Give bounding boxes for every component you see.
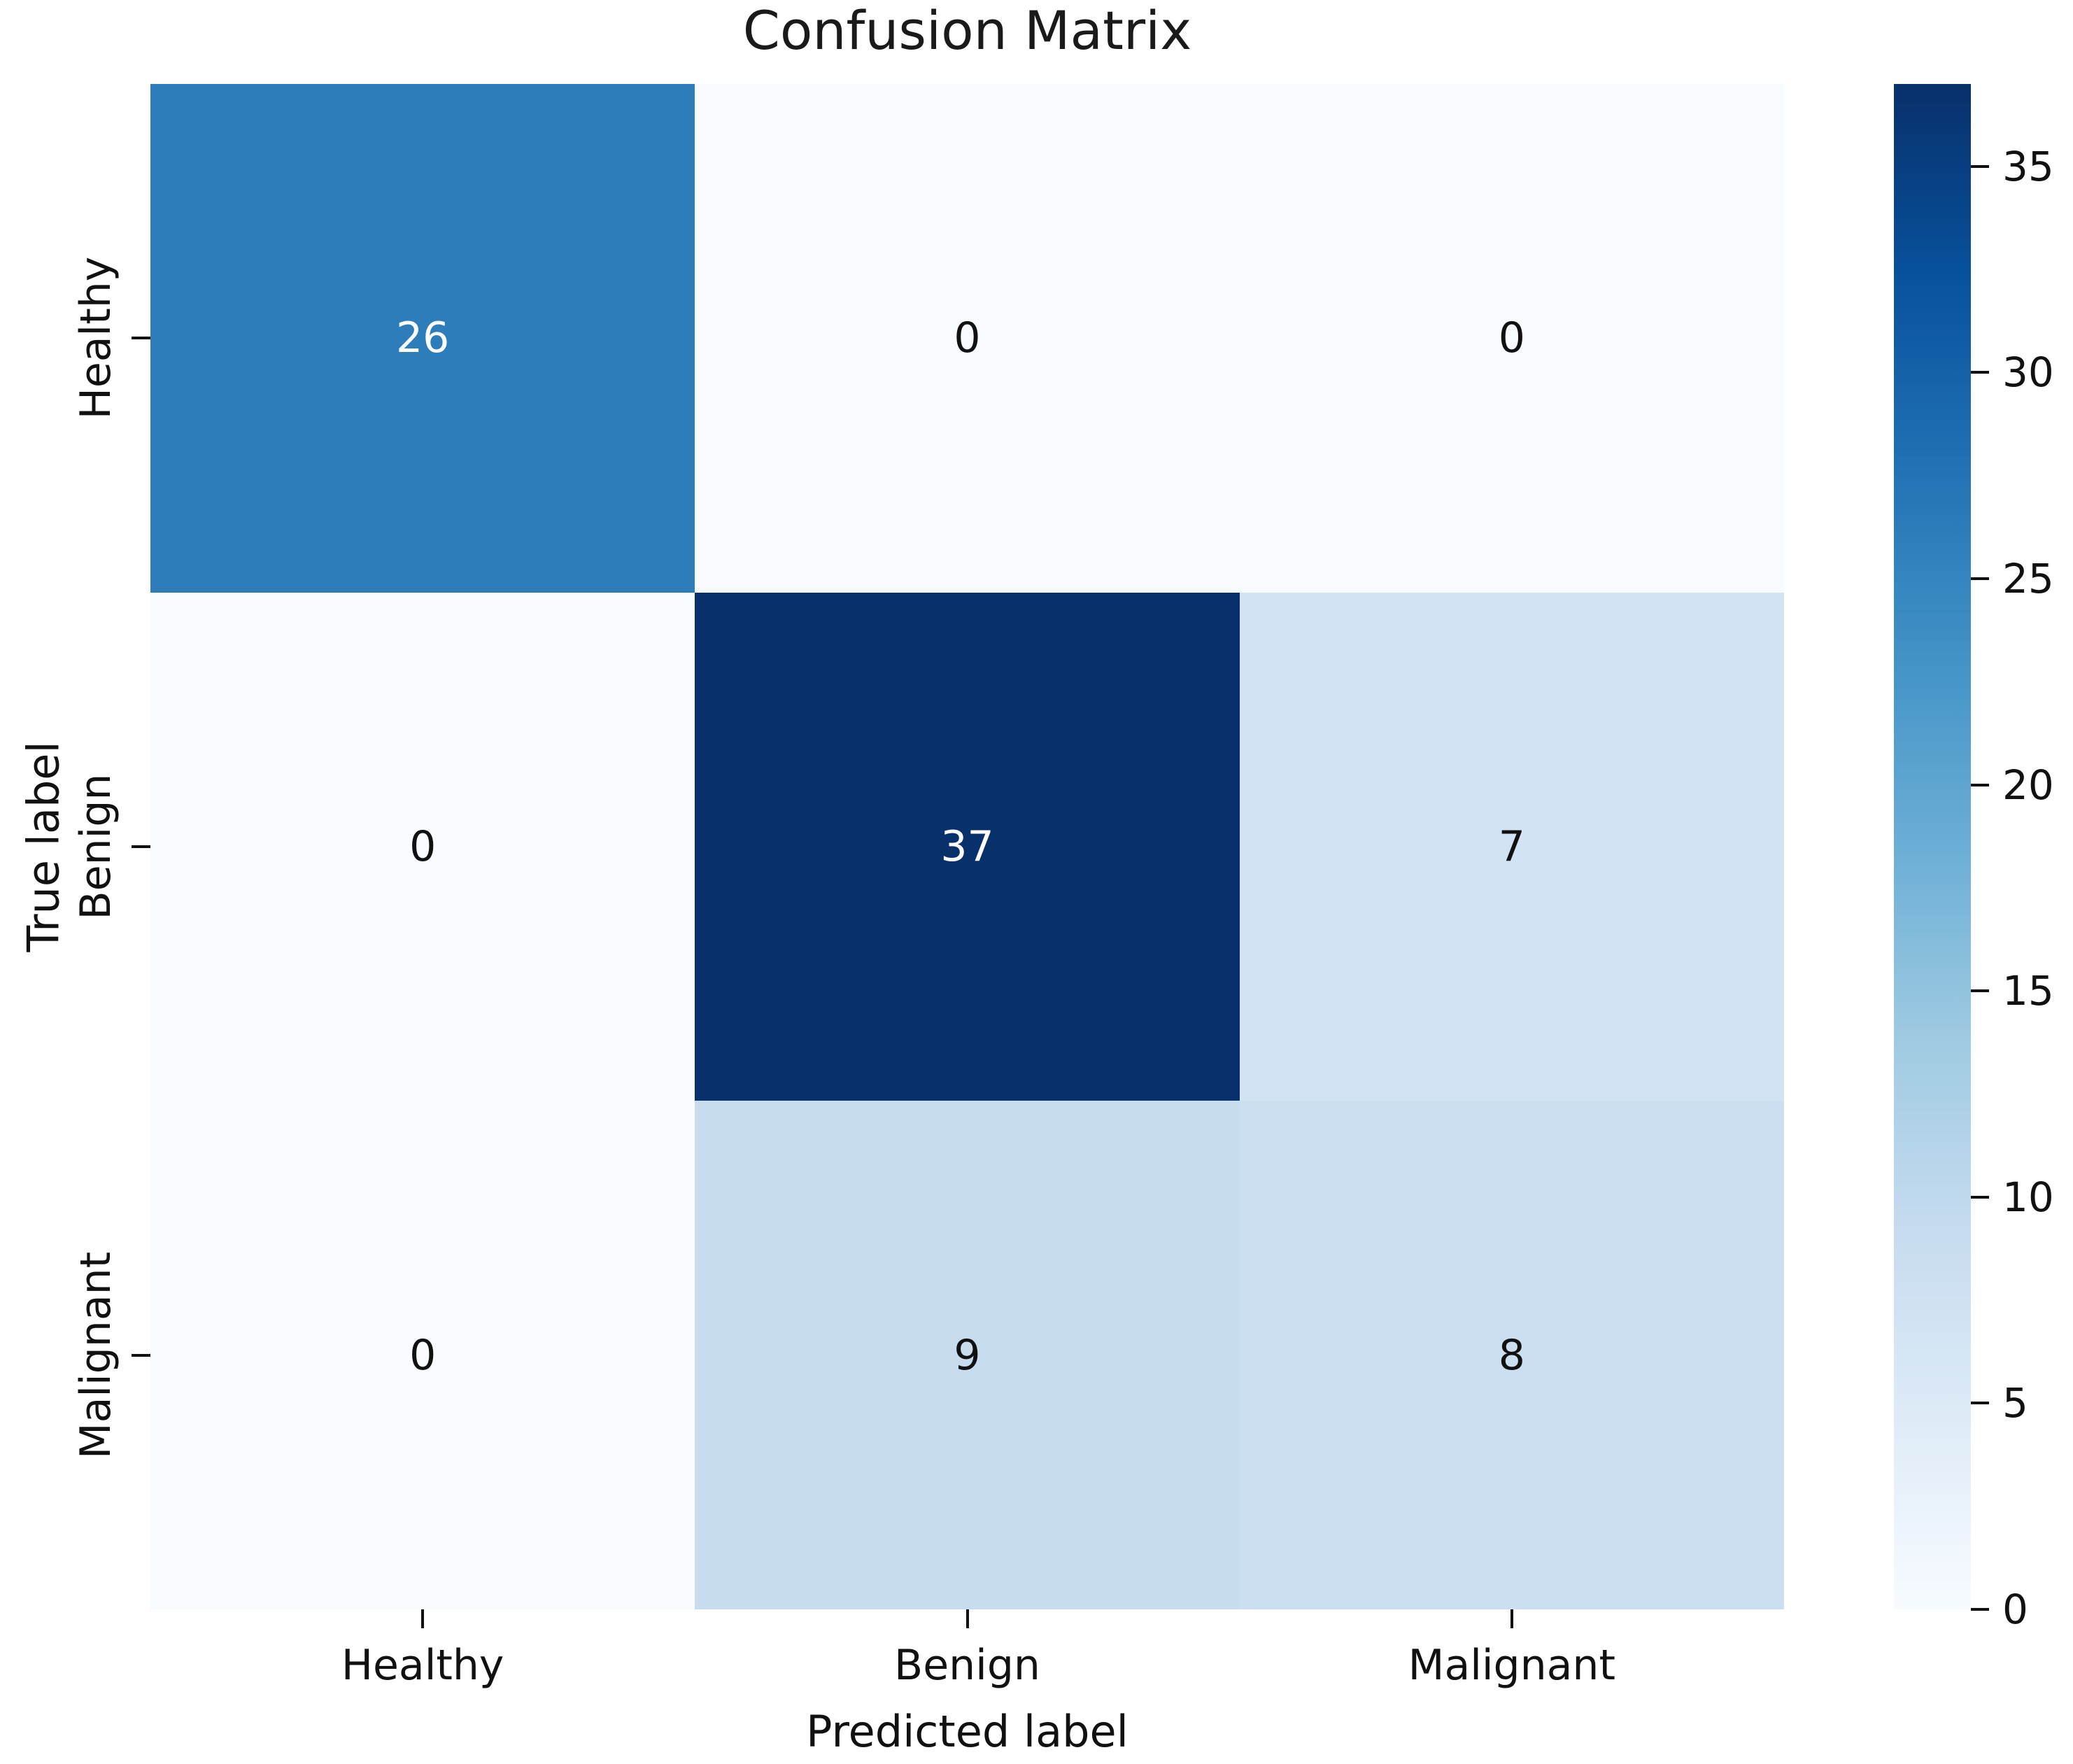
colorbar-tick-label: 10 [2002, 1173, 2054, 1221]
colorbar-tick-mark [1971, 577, 1989, 581]
colorbar-tick-mark [1971, 371, 1989, 374]
cell-value: 0 [1498, 313, 1525, 363]
cell-value: 9 [954, 1330, 981, 1380]
matrix-cell: 0 [1239, 84, 1784, 593]
cell-value: 37 [940, 821, 994, 871]
x-axis-title: Predicted label [806, 1706, 1129, 1757]
matrix-cell: 9 [695, 1101, 1240, 1609]
y-axis-tick-label: Healthy [71, 257, 120, 420]
matrix-cell: 0 [150, 1101, 695, 1609]
x-axis-tick-mark [421, 1609, 425, 1628]
colorbar-tick-label: 20 [2002, 761, 2054, 809]
x-axis-tick-mark [965, 1609, 969, 1628]
y-axis-tick-mark [132, 845, 150, 848]
heatmap-plot: 26 0 0 0 37 7 0 9 8 [150, 84, 1784, 1609]
matrix-cell: 26 [150, 84, 695, 593]
colorbar-tick-mark [1971, 1402, 1989, 1405]
colorbar-tick-label: 15 [2002, 967, 2054, 1015]
colorbar-tick-mark [1971, 989, 1989, 993]
cell-value: 8 [1498, 1330, 1525, 1380]
y-axis-tick-label: Malignant [71, 1251, 120, 1459]
colorbar-tick-mark [1971, 1195, 1989, 1199]
y-axis-title: True label [17, 741, 69, 952]
y-axis-tick-label: Benign [71, 773, 120, 920]
cell-value: 0 [409, 1330, 437, 1380]
matrix-cell: 8 [1239, 1101, 1784, 1609]
x-axis-tick-label: Healthy [341, 1641, 504, 1690]
colorbar-tick-label: 5 [2002, 1379, 2028, 1427]
cell-value: 7 [1498, 821, 1525, 871]
x-axis-tick-label: Benign [894, 1641, 1040, 1690]
matrix-cell: 7 [1239, 592, 1784, 1101]
colorbar [1894, 84, 1971, 1609]
colorbar-tick-mark [1971, 783, 1989, 786]
colorbar-tick-mark [1971, 1608, 1989, 1611]
x-axis-tick-label: Malignant [1408, 1641, 1615, 1690]
x-axis-tick-mark [1510, 1609, 1513, 1628]
matrix-cell: 0 [150, 592, 695, 1101]
colorbar-tick-label: 0 [2002, 1586, 2028, 1633]
chart-title: Confusion Matrix [742, 0, 1192, 62]
colorbar-tick-label: 35 [2002, 142, 2054, 190]
matrix-cell: 0 [695, 84, 1240, 593]
colorbar-tick-mark [1971, 164, 1989, 168]
cell-value: 0 [409, 821, 437, 871]
colorbar-tick-label: 30 [2002, 348, 2054, 397]
colorbar-tick-label: 25 [2002, 555, 2054, 603]
cell-value: 0 [954, 313, 981, 363]
y-axis-tick-mark [132, 337, 150, 340]
y-axis-tick-mark [132, 1353, 150, 1357]
cell-value: 26 [395, 313, 450, 363]
matrix-cell: 37 [695, 592, 1240, 1101]
